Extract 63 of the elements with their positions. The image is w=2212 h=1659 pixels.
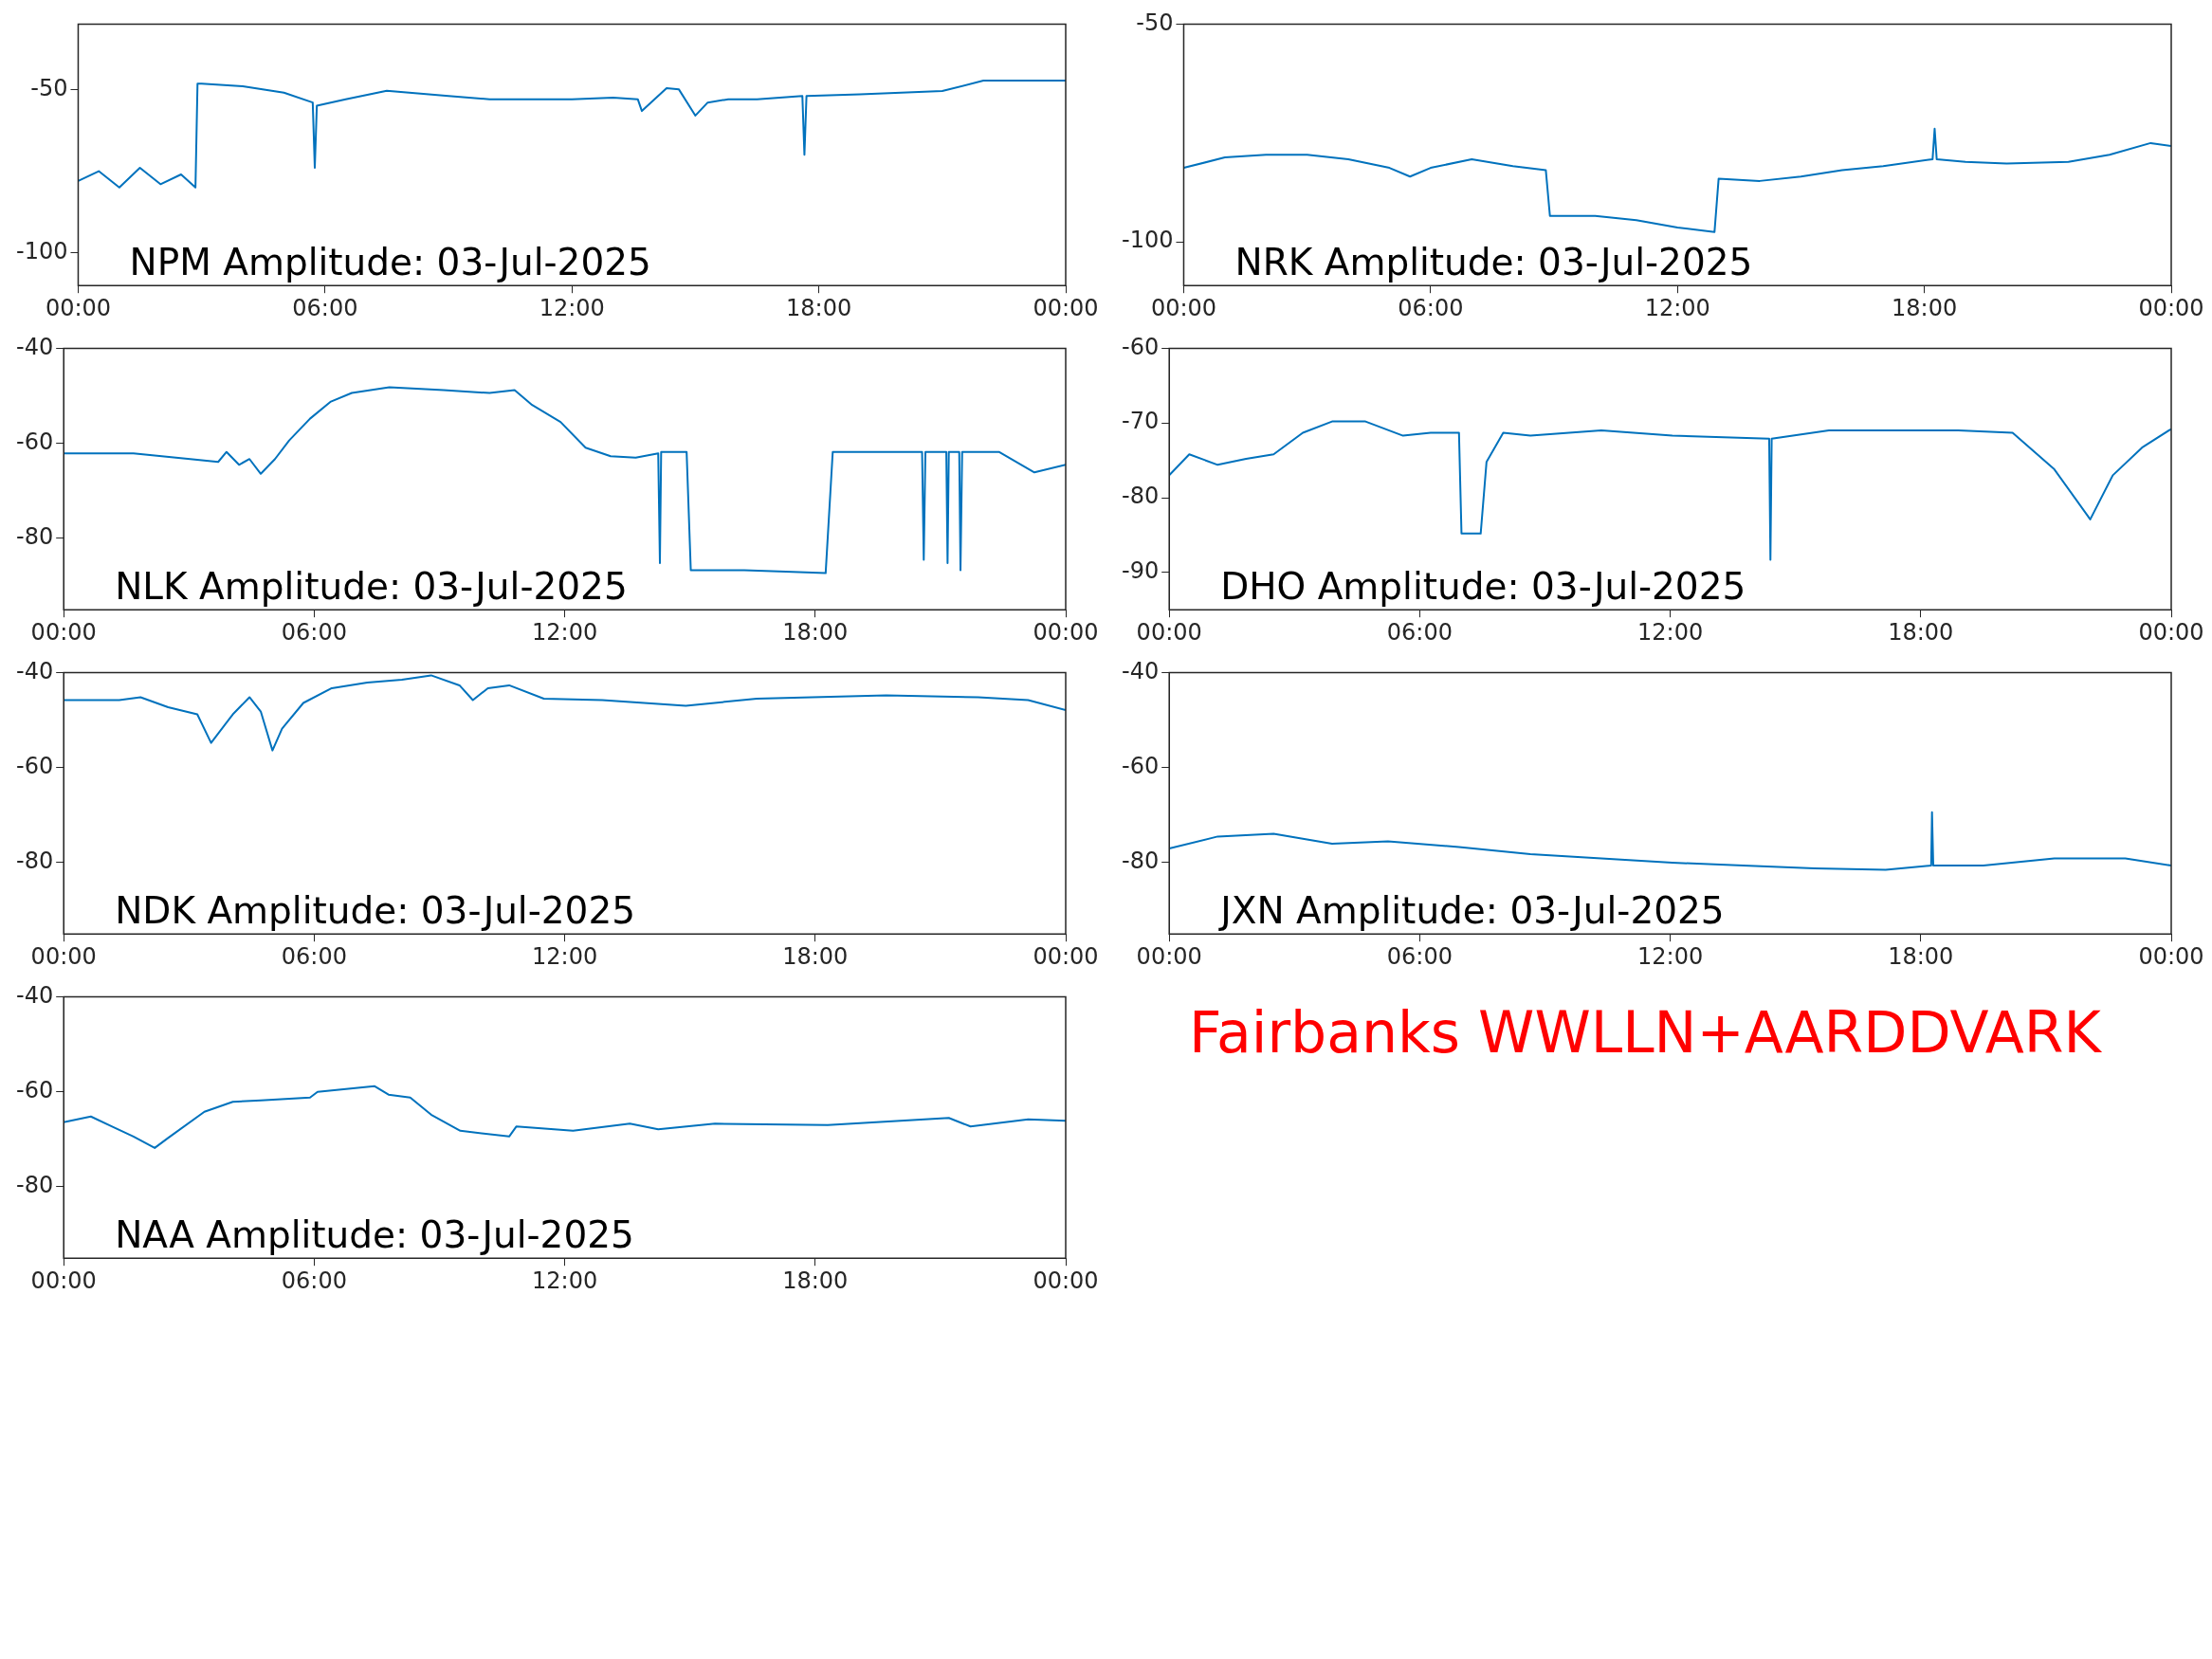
x-tick-label: 06:00 <box>1398 294 1464 321</box>
x-tick-label: 00:00 <box>1136 618 1202 646</box>
y-tick-label: -80 <box>16 848 54 875</box>
x-tick-label: 12:00 <box>1644 294 1710 321</box>
x-tick-label: 00:00 <box>1136 942 1202 970</box>
y-tick-label: -80 <box>1122 848 1160 875</box>
x-tick-label: 06:00 <box>281 942 347 970</box>
x-tick-label: 18:00 <box>782 942 849 970</box>
x-tick-label: 00:00 <box>1033 294 1099 321</box>
y-tick-label: -60 <box>16 752 54 779</box>
x-tick-label: 00:00 <box>1033 1267 1099 1294</box>
text: Fairbanks WWLLN+AARDDVARK <box>1188 998 2103 1066</box>
x-tick-label: 00:00 <box>30 1267 97 1294</box>
y-tick-label: -40 <box>16 333 54 360</box>
x-tick-label: 00:00 <box>1150 294 1217 321</box>
y-tick-label: -80 <box>16 1172 54 1199</box>
x-tick-label: 06:00 <box>292 294 358 321</box>
x-tick-label: 00:00 <box>30 942 97 970</box>
y-tick-label: -60 <box>1122 752 1160 779</box>
y-tick-label: -40 <box>16 657 54 684</box>
x-tick-label: 00:00 <box>1033 618 1099 646</box>
x-tick-label: 00:00 <box>2138 618 2204 646</box>
text: NRK Amplitude: 03-Jul-2025 <box>1234 240 1753 283</box>
y-tick-label: -100 <box>16 237 68 264</box>
y-tick-label: -80 <box>1122 483 1160 510</box>
text: NLK Amplitude: 03-Jul-2025 <box>115 564 628 608</box>
x-tick-label: 12:00 <box>1637 942 1704 970</box>
x-tick-label: 18:00 <box>782 618 849 646</box>
x-tick-label: 12:00 <box>539 294 605 321</box>
x-tick-label: 18:00 <box>782 1267 849 1294</box>
x-tick-label: 00:00 <box>45 294 112 321</box>
text: DHO Amplitude: 03-Jul-2025 <box>1220 564 1746 608</box>
x-tick-label: 12:00 <box>532 1267 598 1294</box>
x-tick-label: 18:00 <box>1888 942 1954 970</box>
y-tick-label: -60 <box>1122 333 1160 360</box>
x-tick-label: 18:00 <box>786 294 852 321</box>
text: JXN Amplitude: 03-Jul-2025 <box>1217 888 1725 932</box>
y-tick-label: -50 <box>1136 9 1174 36</box>
y-tick-label: -40 <box>16 981 54 1009</box>
x-tick-label: 12:00 <box>532 618 598 646</box>
y-tick-label: -100 <box>1122 227 1174 254</box>
x-tick-label: 00:00 <box>2138 942 2204 970</box>
x-tick-label: 18:00 <box>1888 618 1954 646</box>
y-tick-label: -60 <box>16 428 54 455</box>
x-tick-label: 12:00 <box>1637 618 1704 646</box>
x-tick-label: 06:00 <box>281 1267 347 1294</box>
x-tick-label: 12:00 <box>532 942 598 970</box>
x-tick-label: 06:00 <box>1386 618 1453 646</box>
x-tick-label: 06:00 <box>1386 942 1453 970</box>
y-tick-label: -40 <box>1122 657 1160 684</box>
y-tick-label: -50 <box>30 74 68 101</box>
x-tick-label: 00:00 <box>1033 942 1099 970</box>
x-tick-label: 00:00 <box>2138 294 2204 321</box>
y-tick-label: -80 <box>16 523 54 551</box>
x-tick-label: 00:00 <box>30 618 97 646</box>
x-tick-label: 18:00 <box>1892 294 1958 321</box>
y-tick-label: -60 <box>16 1076 54 1103</box>
y-tick-label: -90 <box>1122 557 1160 585</box>
y-tick-label: -70 <box>1122 408 1160 435</box>
x-tick-label: 06:00 <box>281 618 347 646</box>
text: NDK Amplitude: 03-Jul-2025 <box>115 888 636 932</box>
text: NPM Amplitude: 03-Jul-2025 <box>129 240 651 283</box>
text: NAA Amplitude: 03-Jul-2025 <box>115 1212 634 1256</box>
